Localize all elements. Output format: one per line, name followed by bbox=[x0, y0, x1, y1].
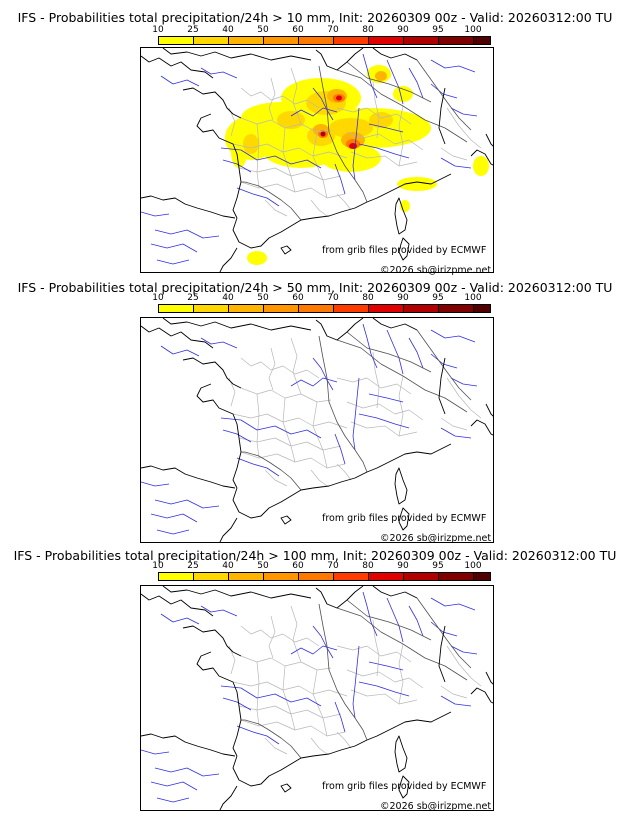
colorbar-tick-label: 40 bbox=[222, 561, 234, 571]
rivers bbox=[141, 323, 478, 535]
colorbar-swatch bbox=[473, 36, 491, 45]
data-credit: from grib files provided by ECMWF bbox=[322, 245, 487, 256]
admin-boundaries bbox=[228, 337, 482, 487]
colorbar: 10 25 40 50 60 70 80 90 95 100 bbox=[152, 293, 491, 313]
country-borders bbox=[241, 59, 472, 221]
colorbar-tick-label: 80 bbox=[362, 25, 374, 35]
colorbar-swatch bbox=[158, 36, 194, 45]
colorbar-tick-label: 90 bbox=[397, 293, 409, 303]
colorbar-swatch bbox=[193, 304, 229, 313]
admin-boundaries bbox=[228, 605, 482, 755]
colorbar-tick-label: 80 bbox=[362, 293, 374, 303]
colorbar-tick-label: 95 bbox=[432, 25, 444, 35]
colorbar-swatch bbox=[438, 572, 474, 581]
colorbar-swatch bbox=[438, 304, 474, 313]
panel-title: IFS - Probabilities total precipitation/… bbox=[17, 280, 613, 295]
data-credit: from grib files provided by ECMWF bbox=[322, 513, 487, 524]
colorbar-tick-label: 90 bbox=[397, 561, 409, 571]
colorbar-tick-label: 80 bbox=[362, 561, 374, 571]
colorbar-tick-label: 10 bbox=[152, 25, 164, 35]
colorbar-tick-label: 40 bbox=[222, 25, 234, 35]
precipitation-map bbox=[140, 317, 494, 543]
colorbar-swatch bbox=[263, 36, 299, 45]
colorbar-tick-label: 95 bbox=[432, 293, 444, 303]
colorbar-swatch bbox=[228, 36, 264, 45]
colorbar-tick-label: 50 bbox=[257, 293, 269, 303]
colorbar-swatch bbox=[368, 572, 404, 581]
colorbar-swatch bbox=[193, 36, 229, 45]
panel-title: IFS - Probabilities total precipitation/… bbox=[17, 10, 613, 25]
colorbar-tick-label: 25 bbox=[187, 25, 199, 35]
colorbar-tick-label: 50 bbox=[257, 25, 269, 35]
colorbar: 10 25 40 50 60 70 80 90 95 100 bbox=[152, 561, 491, 581]
colorbar-tick-label: 100 bbox=[464, 25, 482, 35]
colorbar-tick-label: 70 bbox=[327, 561, 339, 571]
colorbar-tick-label: 10 bbox=[152, 561, 164, 571]
colorbar-tick-label: 100 bbox=[464, 293, 482, 303]
colorbar-tick-label: 70 bbox=[327, 293, 339, 303]
colorbar-tick-label: 25 bbox=[187, 293, 199, 303]
colorbar-swatch bbox=[228, 572, 264, 581]
colorbar-tick-label: 10 bbox=[152, 293, 164, 303]
rivers bbox=[141, 591, 478, 803]
coastlines bbox=[141, 48, 493, 272]
colorbar-swatch bbox=[403, 304, 439, 313]
copyright: ©2026 sb@irizpme.net bbox=[380, 801, 492, 812]
colorbar-tick-label: 25 bbox=[187, 561, 199, 571]
colorbar-tick-label: 50 bbox=[257, 561, 269, 571]
colorbar-swatch bbox=[263, 304, 299, 313]
data-credit: from grib files provided by ECMWF bbox=[322, 781, 487, 792]
colorbar-swatch bbox=[438, 36, 474, 45]
colorbar-swatch bbox=[403, 36, 439, 45]
colorbar-swatch bbox=[298, 572, 334, 581]
colorbar-swatch bbox=[228, 304, 264, 313]
copyright: ©2026 sb@irizpme.net bbox=[380, 265, 492, 276]
copyright: ©2026 sb@irizpme.net bbox=[380, 533, 492, 544]
colorbar-swatch bbox=[333, 572, 369, 581]
colorbar-swatch bbox=[158, 572, 194, 581]
colorbar-swatch bbox=[368, 304, 404, 313]
panel-title: IFS - Probabilities total precipitation/… bbox=[13, 548, 617, 563]
colorbar-tick-label: 40 bbox=[222, 293, 234, 303]
colorbar-swatch bbox=[403, 572, 439, 581]
colorbar-tick-label: 95 bbox=[432, 561, 444, 571]
colorbar-swatch bbox=[473, 304, 491, 313]
colorbar-tick-label: 60 bbox=[292, 293, 304, 303]
colorbar-swatch bbox=[473, 572, 491, 581]
precipitation-map bbox=[140, 585, 494, 811]
colorbar-tick-label: 90 bbox=[397, 25, 409, 35]
colorbar-swatch bbox=[333, 304, 369, 313]
colorbar-swatch bbox=[333, 36, 369, 45]
coastlines bbox=[141, 586, 493, 810]
precipitation-map bbox=[140, 47, 494, 273]
colorbar-tick-label: 100 bbox=[464, 561, 482, 571]
colorbar-tick-label: 70 bbox=[327, 25, 339, 35]
colorbar-tick-label: 60 bbox=[292, 25, 304, 35]
rivers bbox=[141, 53, 478, 265]
colorbar-swatch bbox=[298, 304, 334, 313]
colorbar-swatch bbox=[193, 572, 229, 581]
coastlines bbox=[141, 318, 493, 542]
country-borders bbox=[241, 329, 472, 491]
colorbar-tick-label: 60 bbox=[292, 561, 304, 571]
colorbar-swatch bbox=[368, 36, 404, 45]
colorbar-swatch bbox=[298, 36, 334, 45]
colorbar-swatch bbox=[158, 304, 194, 313]
colorbar: 10 25 40 50 60 70 80 90 95 100 bbox=[152, 25, 491, 45]
country-borders bbox=[241, 597, 472, 759]
colorbar-swatch bbox=[263, 572, 299, 581]
